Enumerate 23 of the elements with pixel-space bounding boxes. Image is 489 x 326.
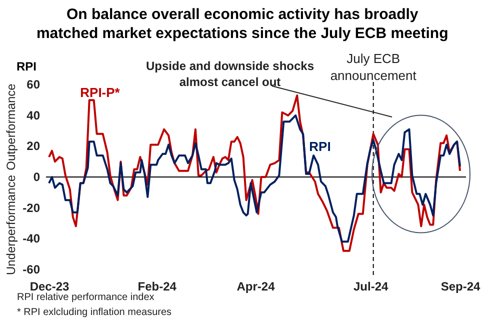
- x-tick-label: Apr-24: [236, 280, 276, 294]
- y-tick-label: 20: [26, 139, 40, 154]
- y-axis-title: RPI: [16, 60, 37, 74]
- x-tick-label: Dec-23: [30, 280, 70, 294]
- series-label: RPI: [309, 139, 331, 154]
- ref-line-label: July ECB announcement: [330, 51, 417, 83]
- y-tick-label: -60: [22, 262, 40, 276]
- y-tick-label: 60: [26, 78, 40, 92]
- series-label: RPI-P*: [80, 85, 121, 100]
- y-tick-label: 0: [33, 170, 40, 184]
- annotation: Upside and downside shocks almost cancel out: [146, 59, 314, 89]
- text: * RPI exlcluding inflation measures: [17, 307, 172, 318]
- y-tick-label: 40: [26, 108, 40, 122]
- text: Outperformance: [4, 83, 18, 170]
- y-tick-label: -40: [22, 232, 40, 246]
- y-tick-label: -20: [22, 200, 40, 215]
- line-series: [48, 114, 462, 243]
- x-tick-label: Feb-24: [138, 280, 177, 294]
- chart-title: On balance overall economic activity has broadly matched market expectations since the July ECB meeting: [36, 6, 448, 42]
- x-tick-label: Jul-24: [354, 280, 389, 294]
- text: RPI relative performance index: [17, 292, 154, 303]
- x-tick-label: Sep-24: [440, 280, 481, 294]
- text: Underperformance: [4, 174, 18, 276]
